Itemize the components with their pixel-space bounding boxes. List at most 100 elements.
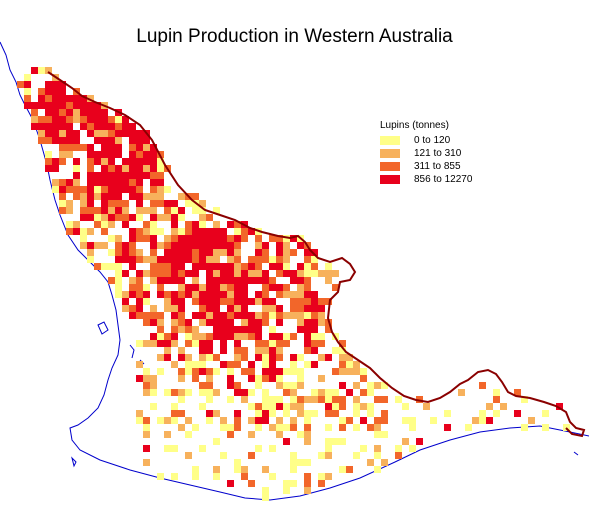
grid-cell <box>269 340 276 347</box>
grid-cell <box>213 466 220 473</box>
grid-cell <box>255 235 262 242</box>
grid-cell <box>185 417 192 424</box>
grid-cell <box>115 179 122 186</box>
grid-cell <box>171 312 178 319</box>
grid-cell <box>311 298 318 305</box>
map-title: Lupin Production in Western Australia <box>136 26 453 47</box>
grid-cell <box>395 452 402 459</box>
grid-cell <box>101 144 108 151</box>
grid-cell <box>129 186 136 193</box>
grid-cell <box>297 284 304 291</box>
grid-cell <box>178 249 185 256</box>
grid-cell <box>297 298 304 305</box>
grid-cell <box>290 354 297 361</box>
grid-cell <box>157 326 164 333</box>
grid-cell <box>94 207 101 214</box>
grid-cell <box>192 263 199 270</box>
grid-cell <box>178 326 185 333</box>
grid-cell <box>87 158 94 165</box>
grid-cell <box>73 172 80 179</box>
grid-cell <box>94 116 101 123</box>
grid-cell <box>108 144 115 151</box>
grid-cell <box>185 242 192 249</box>
grid-cell <box>381 410 388 417</box>
grid-cell <box>339 424 346 431</box>
grid-cell <box>94 263 101 270</box>
grid-cell <box>227 235 234 242</box>
grid-cell <box>66 207 73 214</box>
grid-cell <box>94 102 101 109</box>
grid-cell <box>122 186 129 193</box>
grid-cell <box>339 396 346 403</box>
grid-cell <box>178 424 185 431</box>
grid-cell <box>220 326 227 333</box>
grid-cell <box>297 263 304 270</box>
grid-cell <box>52 165 59 172</box>
grid-cell <box>38 95 45 102</box>
grid-cell <box>164 417 171 424</box>
grid-cell <box>227 375 234 382</box>
grid-cell <box>213 319 220 326</box>
grid-cell <box>38 130 45 137</box>
grid-cell <box>262 466 269 473</box>
grid-cell <box>52 158 59 165</box>
grid-cell <box>73 130 80 137</box>
grid-cell <box>185 228 192 235</box>
grid-cell <box>52 123 59 130</box>
production-cells <box>17 67 570 501</box>
grid-cell <box>136 200 143 207</box>
grid-cell <box>493 396 500 403</box>
grid-cell <box>255 403 262 410</box>
grid-cell <box>164 242 171 249</box>
grid-cell <box>206 389 213 396</box>
grid-cell <box>311 256 318 263</box>
grid-cell <box>150 193 157 200</box>
grid-cell <box>52 137 59 144</box>
grid-cell <box>304 319 311 326</box>
grid-cell <box>276 284 283 291</box>
grid-cell <box>94 193 101 200</box>
legend-label: 311 to 855 <box>414 161 461 172</box>
grid-cell <box>136 151 143 158</box>
grid-cell <box>164 354 171 361</box>
grid-cell <box>360 375 367 382</box>
grid-cell <box>304 312 311 319</box>
grid-cell <box>87 228 94 235</box>
grid-cell <box>122 305 129 312</box>
grid-cell <box>241 396 248 403</box>
grid-cell <box>157 256 164 263</box>
grid-cell <box>185 354 192 361</box>
grid-cell <box>297 319 304 326</box>
grid-cell <box>241 389 248 396</box>
grid-cell <box>52 130 59 137</box>
grid-cell <box>206 410 213 417</box>
grid-cell <box>234 340 241 347</box>
grid-cell <box>101 193 108 200</box>
grid-cell <box>150 200 157 207</box>
legend-label: 121 to 310 <box>414 148 462 159</box>
grid-cell <box>108 158 115 165</box>
grid-cell <box>353 361 360 368</box>
grid-cell <box>248 263 255 270</box>
grid-cell <box>136 298 143 305</box>
grid-cell <box>101 109 108 116</box>
grid-cell <box>311 312 318 319</box>
grid-cell <box>213 410 220 417</box>
grid-cell <box>220 452 227 459</box>
grid-cell <box>556 403 563 410</box>
grid-cell <box>185 326 192 333</box>
grid-cell <box>318 452 325 459</box>
grid-cell <box>87 207 94 214</box>
grid-cell <box>192 221 199 228</box>
grid-cell <box>164 298 171 305</box>
grid-cell <box>325 410 332 417</box>
grid-cell <box>311 263 318 270</box>
grid-cell <box>339 403 346 410</box>
grid-cell <box>255 417 262 424</box>
grid-cell <box>206 368 213 375</box>
grid-cell <box>178 319 185 326</box>
grid-cell <box>129 172 136 179</box>
grid-cell <box>80 200 87 207</box>
grid-cell <box>479 410 486 417</box>
